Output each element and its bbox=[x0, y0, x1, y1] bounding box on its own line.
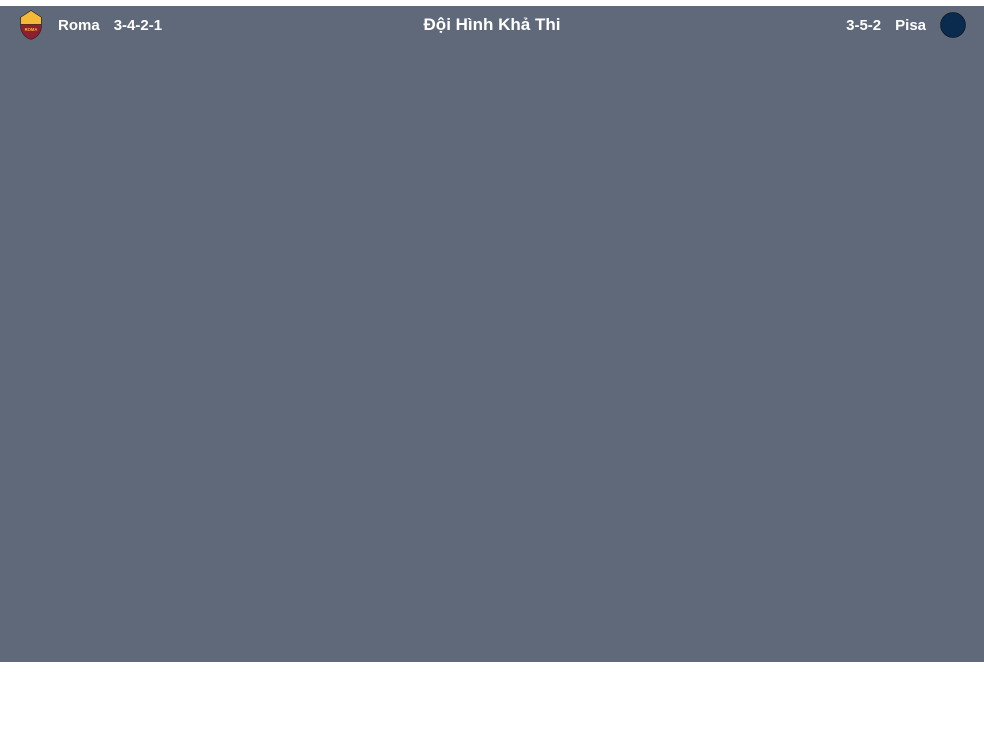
svg-text:ROMA: ROMA bbox=[25, 27, 38, 32]
